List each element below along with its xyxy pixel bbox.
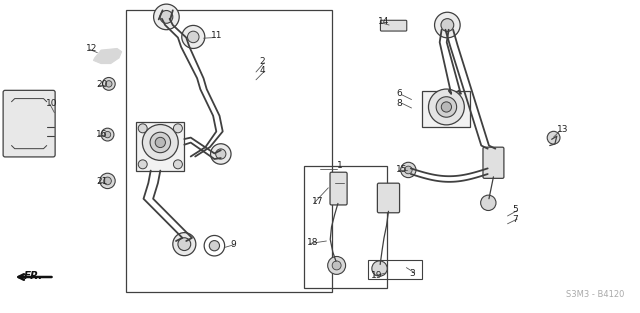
Circle shape (178, 238, 191, 250)
Circle shape (209, 241, 220, 251)
Bar (304, 166, 387, 288)
Circle shape (173, 233, 196, 256)
Text: 1: 1 (337, 162, 343, 170)
Text: 21: 21 (96, 177, 108, 186)
Circle shape (104, 177, 111, 185)
Circle shape (104, 131, 111, 138)
Circle shape (173, 124, 182, 133)
Text: 19: 19 (371, 271, 383, 280)
Circle shape (101, 128, 114, 141)
Circle shape (404, 166, 412, 174)
Text: 11: 11 (211, 32, 223, 40)
Bar (422, 91, 470, 127)
Circle shape (401, 162, 416, 178)
Bar (136, 122, 184, 171)
Circle shape (328, 256, 346, 275)
Circle shape (436, 97, 457, 117)
Text: 8: 8 (397, 99, 403, 108)
Circle shape (547, 131, 560, 144)
Bar (368, 260, 422, 279)
Circle shape (481, 195, 496, 211)
Circle shape (429, 89, 465, 125)
FancyBboxPatch shape (378, 183, 399, 213)
Text: 13: 13 (557, 126, 568, 134)
Text: 3: 3 (410, 269, 415, 278)
Circle shape (155, 137, 165, 147)
Circle shape (372, 261, 387, 276)
Text: 6: 6 (397, 90, 403, 98)
Circle shape (150, 132, 170, 153)
Circle shape (435, 12, 460, 38)
Circle shape (160, 11, 173, 23)
Circle shape (154, 4, 179, 30)
Circle shape (102, 78, 115, 90)
Circle shape (100, 173, 115, 189)
FancyBboxPatch shape (483, 147, 504, 178)
Text: 10: 10 (46, 99, 58, 108)
Circle shape (182, 25, 205, 49)
Circle shape (216, 149, 226, 159)
Text: 5: 5 (512, 205, 518, 214)
Text: 17: 17 (312, 198, 323, 206)
FancyBboxPatch shape (380, 20, 407, 31)
Circle shape (211, 144, 231, 164)
Text: 14: 14 (378, 18, 389, 26)
Circle shape (138, 124, 147, 133)
Text: S3M3 - B4120: S3M3 - B4120 (566, 290, 624, 299)
Bar (126, 10, 332, 292)
Text: 4: 4 (259, 66, 265, 75)
Circle shape (442, 102, 452, 112)
Circle shape (138, 160, 147, 169)
Text: 20: 20 (96, 80, 108, 89)
Polygon shape (93, 49, 122, 64)
FancyBboxPatch shape (330, 172, 347, 205)
Circle shape (188, 31, 199, 43)
Text: 16: 16 (96, 130, 108, 139)
Circle shape (332, 261, 341, 270)
Text: 9: 9 (230, 240, 236, 249)
FancyBboxPatch shape (3, 90, 55, 157)
Circle shape (441, 19, 454, 31)
Text: 2: 2 (259, 57, 265, 65)
Text: 12: 12 (86, 44, 98, 53)
Text: 7: 7 (512, 215, 518, 223)
Circle shape (106, 81, 112, 87)
Circle shape (142, 125, 178, 160)
Text: 15: 15 (396, 165, 407, 173)
Text: 18: 18 (307, 238, 319, 247)
Circle shape (173, 160, 182, 169)
Text: FR.: FR. (24, 271, 43, 281)
